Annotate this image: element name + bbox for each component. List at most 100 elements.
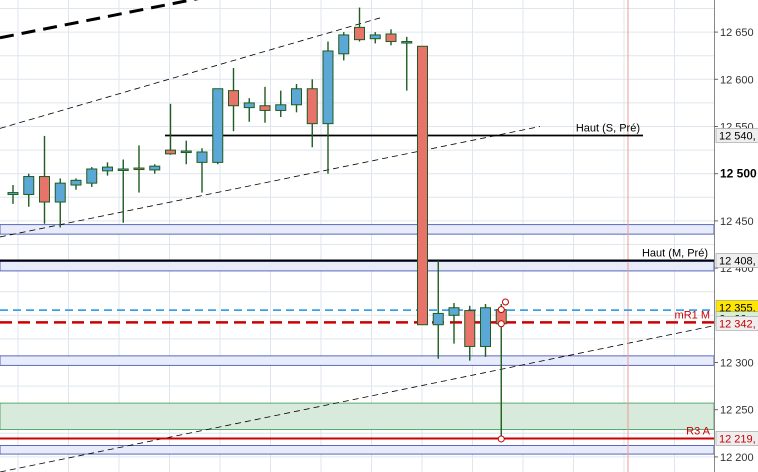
zone-band-upper xyxy=(0,224,714,235)
candle xyxy=(259,86,271,123)
candle xyxy=(212,88,224,165)
candle-body xyxy=(480,307,491,347)
candle xyxy=(149,164,161,174)
price-tag-last-text: 12 355, xyxy=(719,302,756,314)
candle xyxy=(7,185,19,204)
y-tick-label: 12 500 xyxy=(720,167,757,181)
candle-body xyxy=(306,88,318,125)
price-tag-mr1-text: 12 342, xyxy=(719,318,756,330)
candle xyxy=(70,178,82,190)
candle-body xyxy=(70,179,82,186)
candle-body xyxy=(39,176,50,203)
price-tag-r3-box xyxy=(715,431,758,446)
price-tag-last: 12 355, xyxy=(715,299,758,315)
price-tag-mr1-box xyxy=(715,316,758,331)
candle xyxy=(243,98,255,122)
y-tick-label: 12 250 xyxy=(720,405,754,417)
trendlines xyxy=(0,0,714,472)
candle xyxy=(322,41,334,174)
candle-body xyxy=(228,90,239,107)
candle-body xyxy=(291,88,302,106)
candle-body xyxy=(322,50,334,125)
level-labels: Haut (S, Pré) Haut (M, Pré) mR1 M R3 A xyxy=(576,122,711,437)
candle-body xyxy=(385,33,397,43)
candle xyxy=(165,103,176,155)
candle-body xyxy=(243,102,255,109)
zone-band-mid xyxy=(0,261,714,272)
y-tick-label: 12 600 xyxy=(720,74,754,86)
candle-body xyxy=(102,166,113,172)
candle-body xyxy=(259,105,271,111)
price-marker-circle xyxy=(497,435,505,443)
price-marker-circle xyxy=(497,306,505,314)
candle-body xyxy=(354,26,365,41)
candle-body xyxy=(133,167,145,171)
price-tag-haut-s-box xyxy=(715,128,758,143)
candle xyxy=(54,178,66,228)
candle-body xyxy=(23,176,35,195)
zone-band-lower xyxy=(0,355,714,366)
price-tag-haut-s: 12 540, xyxy=(715,128,758,143)
candle xyxy=(306,79,318,148)
price-tag-haut-s-text: 12 540, xyxy=(719,130,756,142)
candle-body xyxy=(54,182,66,203)
vertical-grid xyxy=(17,0,675,472)
candle-body xyxy=(117,168,129,171)
candle-body xyxy=(417,45,428,326)
candle xyxy=(354,7,365,42)
candle xyxy=(228,67,239,132)
candle-body xyxy=(275,104,287,111)
candle xyxy=(480,303,491,357)
candle xyxy=(369,32,381,44)
candle xyxy=(432,260,444,359)
candle xyxy=(133,145,145,193)
candle xyxy=(338,32,350,61)
price-tag-r3-text: 12 219, xyxy=(719,433,756,445)
candle-body xyxy=(165,149,176,155)
price-marker-circle xyxy=(502,298,509,306)
candle-body xyxy=(448,307,460,316)
candle-body xyxy=(212,88,224,163)
price-tag-r3: 12 219, xyxy=(715,431,758,446)
candle xyxy=(385,29,397,46)
y-tick-label: 12 200 xyxy=(720,452,754,464)
candle-body xyxy=(369,34,381,40)
candle xyxy=(417,45,428,326)
candle xyxy=(23,173,35,207)
zone-band-green xyxy=(0,402,714,430)
candle xyxy=(291,84,302,113)
level-label-mr1: mR1 M xyxy=(675,309,710,321)
trendline-lower xyxy=(0,325,714,472)
level-label-haut-m: Haut (M, Pré) xyxy=(642,248,708,260)
price-tag-haut-m-box xyxy=(715,253,758,268)
candle-body xyxy=(401,41,413,44)
price-tag-haut-m-text: 12 408, xyxy=(719,256,756,268)
level-label-haut-s: Haut (S, Pré) xyxy=(576,122,640,134)
candle xyxy=(196,148,208,193)
candle-body xyxy=(338,34,350,55)
candle-body xyxy=(196,151,208,163)
price-marker-circle xyxy=(497,320,505,328)
trendline-middle xyxy=(0,126,541,238)
candle xyxy=(39,135,50,224)
price-tag-mr1: 12 342, xyxy=(715,316,758,331)
trendline-heavy xyxy=(0,0,199,40)
candle-body xyxy=(464,310,476,347)
candle xyxy=(86,167,98,187)
plot-area: Haut (S, Pré) Haut (M, Pré) mR1 M R3 A xyxy=(0,0,714,472)
y-tick-label: 12 300 xyxy=(720,357,754,369)
candle-body xyxy=(432,312,444,326)
candle xyxy=(180,140,192,165)
candle-body xyxy=(149,165,161,171)
candle xyxy=(275,90,287,118)
level-label-r3: R3 A xyxy=(686,425,711,437)
candle xyxy=(401,36,413,91)
candle xyxy=(448,303,460,344)
candle xyxy=(102,162,113,176)
candles xyxy=(7,7,507,439)
y-tick-label: 12 650 xyxy=(720,27,754,39)
price-tag-haut-m: 12 408, xyxy=(715,253,758,268)
